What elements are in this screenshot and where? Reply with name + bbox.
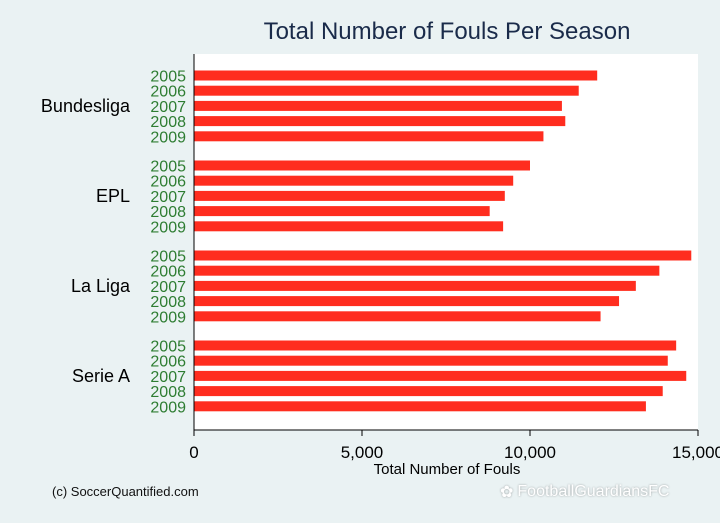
x-tick-label: 15,000 <box>672 443 720 462</box>
x-tick-label: 0 <box>189 443 198 462</box>
watermark-text: FootballGuardiansFC <box>517 483 670 500</box>
year-label-la-liga-2005: 2005 <box>150 249 186 266</box>
group-labels: Bundesliga EPL La Liga Serie A <box>41 96 131 386</box>
bar-serie-a-2009 <box>194 401 646 412</box>
bar-epl-2007 <box>194 190 505 201</box>
year-label-epl-2009: 2009 <box>150 219 186 236</box>
x-tick-label: 10,000 <box>504 443 556 462</box>
bar-serie-a-2005 <box>194 340 677 351</box>
year-label-la-liga-2009: 2009 <box>150 309 186 326</box>
bar-la-liga-2007 <box>194 280 636 291</box>
year-label-la-liga-2006: 2006 <box>150 264 186 281</box>
bar-epl-2009 <box>194 221 504 232</box>
x-ticks: 0 5,000 10,000 15,000 <box>189 430 720 462</box>
year-label-serie-a-2007: 2007 <box>150 369 186 386</box>
x-axis-label: Total Number of Fouls <box>374 461 521 478</box>
bar-la-liga-2005 <box>194 250 692 261</box>
bar-serie-a-2006 <box>194 355 668 366</box>
year-label-serie-a-2005: 2005 <box>150 339 186 356</box>
year-label-bundesliga-2005: 2005 <box>150 69 186 86</box>
year-label-serie-a-2006: 2006 <box>150 354 186 371</box>
bar-serie-a-2007 <box>194 370 687 381</box>
year-label-bundesliga-2006: 2006 <box>150 84 186 101</box>
group-label-la-liga: La Liga <box>71 276 131 296</box>
year-label-bundesliga-2007: 2007 <box>150 99 186 116</box>
bar-bundesliga-2006 <box>194 85 579 96</box>
bar-bundesliga-2008 <box>194 116 566 127</box>
year-label-bundesliga-2009: 2009 <box>150 129 186 146</box>
year-label-bundesliga-2008: 2008 <box>150 114 186 131</box>
year-label-epl-2006: 2006 <box>150 174 186 191</box>
bar-bundesliga-2009 <box>194 131 544 142</box>
watermark: ✿ FootballGuardiansFC <box>500 482 669 502</box>
bar-epl-2005 <box>194 160 530 171</box>
bar-bundesliga-2005 <box>194 70 598 81</box>
group-label-epl: EPL <box>96 186 130 206</box>
year-label-serie-a-2009: 2009 <box>150 399 186 416</box>
year-labels: 2005200620072008200920052006200720082009… <box>150 69 186 417</box>
bar-bundesliga-2007 <box>194 100 562 111</box>
bar-serie-a-2008 <box>194 386 663 397</box>
bar-epl-2008 <box>194 206 490 217</box>
year-label-epl-2008: 2008 <box>150 204 186 221</box>
group-label-serie-a: Serie A <box>72 366 130 386</box>
bar-epl-2006 <box>194 175 514 186</box>
bars <box>194 70 692 412</box>
chart-title: Total Number of Fouls Per Season <box>264 18 631 45</box>
bar-la-liga-2006 <box>194 265 660 276</box>
year-label-epl-2007: 2007 <box>150 189 186 206</box>
year-label-la-liga-2008: 2008 <box>150 294 186 311</box>
x-tick-label: 5,000 <box>341 443 384 462</box>
year-label-serie-a-2008: 2008 <box>150 384 186 401</box>
group-label-bundesliga: Bundesliga <box>41 96 131 116</box>
bar-la-liga-2008 <box>194 296 620 307</box>
credit-text: (c) SoccerQuantified.com <box>52 484 199 499</box>
wechat-logo-icon: ✿ <box>500 484 514 501</box>
year-label-la-liga-2007: 2007 <box>150 279 186 296</box>
year-label-epl-2005: 2005 <box>150 159 186 176</box>
bar-la-liga-2009 <box>194 311 601 322</box>
